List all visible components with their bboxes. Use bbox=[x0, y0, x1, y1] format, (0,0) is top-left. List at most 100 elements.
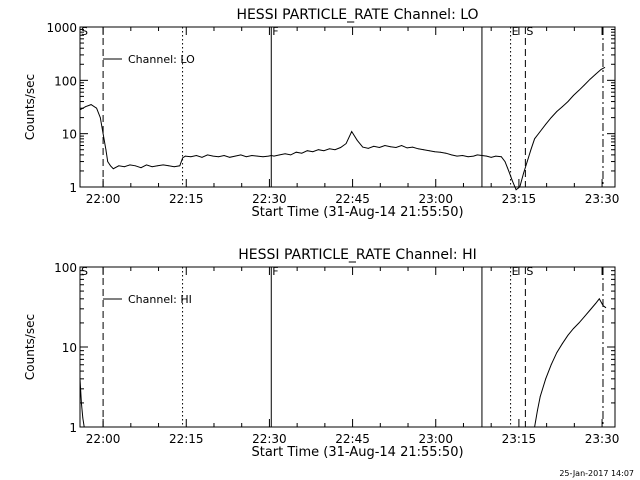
data-point bbox=[318, 149, 319, 151]
x-tick-label: 23:00 bbox=[418, 432, 453, 446]
x-tick-label: 22:15 bbox=[169, 432, 204, 446]
plot-frame bbox=[79, 266, 616, 428]
data-point bbox=[99, 117, 101, 118]
data-point bbox=[140, 167, 142, 169]
data-point bbox=[173, 166, 175, 168]
data-point bbox=[323, 150, 325, 152]
data-point bbox=[290, 154, 292, 156]
data-point bbox=[550, 364, 552, 366]
data-point bbox=[604, 67, 606, 68]
event-marker-label: E bbox=[512, 25, 519, 38]
data-point bbox=[118, 165, 120, 167]
data-point bbox=[329, 148, 330, 150]
data-point bbox=[445, 152, 447, 154]
x-tick-label: 23:30 bbox=[585, 432, 620, 446]
series-line bbox=[79, 297, 607, 428]
data-point bbox=[334, 149, 336, 151]
data-point bbox=[367, 148, 369, 149]
legend-label: Channel: LO bbox=[128, 53, 195, 66]
data-point bbox=[201, 156, 203, 158]
plot-frame bbox=[79, 26, 616, 188]
chart-title: HESSI PARTICLE_RATE Channel: HI bbox=[238, 247, 476, 263]
data-point bbox=[545, 378, 547, 380]
x-tick-label: 22:00 bbox=[86, 432, 121, 446]
data-point bbox=[578, 89, 580, 91]
data-point bbox=[537, 410, 538, 412]
y-tick-label: 100 bbox=[54, 74, 77, 88]
data-point bbox=[218, 156, 220, 158]
data-point bbox=[573, 95, 574, 96]
data-point bbox=[428, 150, 430, 152]
data-point bbox=[190, 156, 192, 158]
x-tick-label: 22:00 bbox=[86, 192, 121, 206]
data-point bbox=[279, 154, 280, 156]
data-point bbox=[110, 165, 111, 167]
x-tick-label: 23:15 bbox=[502, 192, 537, 206]
x-tick-label: 22:30 bbox=[252, 432, 287, 446]
data-point bbox=[600, 69, 602, 70]
data-point bbox=[96, 107, 97, 109]
data-point bbox=[523, 173, 524, 174]
x-tick-label: 23:15 bbox=[502, 432, 537, 446]
data-point bbox=[168, 165, 170, 167]
data-point bbox=[481, 155, 483, 156]
data-point bbox=[578, 322, 580, 324]
data-point bbox=[567, 334, 569, 336]
data-point bbox=[196, 155, 197, 156]
data-point bbox=[595, 303, 596, 304]
y-axis-label: Counts/sec bbox=[23, 74, 37, 140]
data-point bbox=[519, 186, 521, 188]
data-point bbox=[490, 156, 492, 158]
event-marker-label: F bbox=[272, 265, 278, 278]
data-point bbox=[79, 378, 81, 380]
data-point bbox=[268, 155, 269, 157]
data-point bbox=[534, 138, 535, 140]
y-tick-label: 1000 bbox=[46, 21, 77, 35]
data-point bbox=[595, 73, 596, 75]
data-point bbox=[351, 131, 353, 132]
data-point bbox=[451, 154, 452, 156]
data-point bbox=[229, 156, 231, 158]
data-point bbox=[251, 155, 253, 156]
data-point bbox=[561, 106, 563, 108]
data-point bbox=[301, 152, 303, 154]
x-axis-label: Start Time (31-Aug-14 21:55:50) bbox=[251, 445, 463, 460]
x-tick-label: 23:00 bbox=[418, 192, 453, 206]
event-marker-label: E bbox=[512, 265, 519, 278]
data-point bbox=[504, 161, 506, 163]
data-point bbox=[476, 154, 478, 156]
series-line bbox=[79, 66, 606, 191]
data-point bbox=[312, 151, 314, 153]
data-point bbox=[79, 109, 81, 111]
y-tick-label: 10 bbox=[62, 341, 77, 355]
data-point bbox=[556, 352, 558, 353]
data-point bbox=[245, 156, 247, 158]
data-point bbox=[473, 155, 474, 157]
data-point bbox=[561, 343, 563, 345]
y-tick-label: 100 bbox=[54, 261, 77, 275]
data-point bbox=[182, 157, 184, 159]
data-point bbox=[530, 149, 532, 151]
y-tick-label: 1 bbox=[69, 181, 77, 195]
data-point bbox=[82, 417, 84, 419]
data-point bbox=[508, 170, 510, 172]
data-point bbox=[273, 155, 275, 157]
data-point bbox=[107, 161, 109, 163]
data-point bbox=[486, 155, 487, 157]
data-point bbox=[589, 78, 591, 80]
data-point bbox=[257, 155, 258, 157]
data-point bbox=[81, 402, 82, 404]
data-point bbox=[223, 155, 225, 156]
data-point bbox=[112, 168, 114, 170]
data-point bbox=[440, 151, 441, 153]
data-point bbox=[207, 154, 208, 156]
data-point bbox=[262, 156, 264, 158]
data-point bbox=[589, 309, 591, 311]
data-point bbox=[550, 117, 552, 118]
data-point bbox=[240, 154, 242, 156]
data-point bbox=[539, 131, 541, 132]
data-point bbox=[515, 189, 517, 191]
data-point bbox=[401, 145, 402, 146]
data-point bbox=[284, 153, 286, 155]
